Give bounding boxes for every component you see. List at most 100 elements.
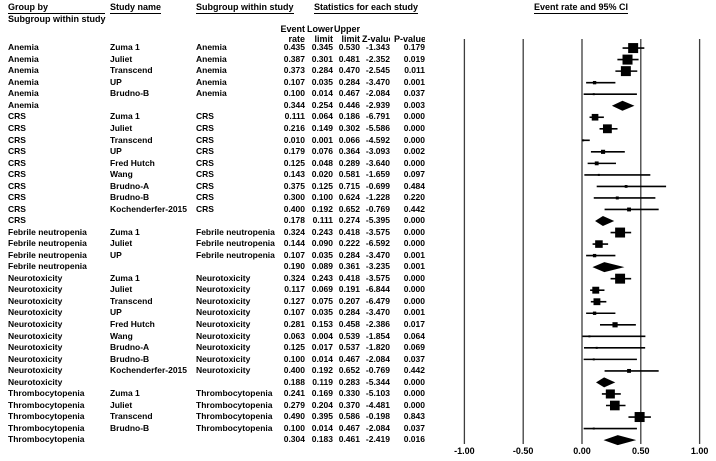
cell-event-rate: 0.127	[283, 295, 305, 306]
stat-subheader-lower: Lower	[307, 24, 333, 34]
cell-event-rate: 0.178	[283, 215, 305, 226]
cell-lower-limit: 0.035	[311, 307, 333, 318]
cell-upper-limit: 0.222	[338, 238, 360, 249]
cell-study: Juliet	[110, 123, 133, 133]
effect-square	[624, 185, 628, 188]
table-row: CRS Brudno-B CRS 0.300 0.100 0.624 -1.228 0.220	[0, 192, 445, 204]
cell-p-value: 0.002	[403, 146, 425, 157]
cell-z-value: -2.939	[365, 99, 390, 110]
table-row: Anemia Juliet Anemia 0.387 0.301 0.481 -2.352 0…	[0, 54, 445, 66]
cell-z-value: -4.592	[365, 134, 390, 145]
cell-lower-limit: 0.119	[312, 376, 333, 387]
cell-study: UP	[110, 146, 122, 157]
summary-diamond	[592, 262, 625, 273]
column-header-study-name: Study name	[110, 2, 162, 14]
cell-study: Kochenderfer-2015	[110, 365, 188, 376]
cell-study: Zuma 1	[110, 42, 140, 53]
cell-event-rate: 0.107	[283, 249, 305, 260]
effect-square	[602, 124, 612, 134]
cell-p-value: 0.001	[403, 249, 425, 260]
cell-study: Fred Hutch	[110, 157, 155, 168]
cell-upper-limit: 0.652	[338, 203, 360, 214]
cell-lower-limit: 0.243	[311, 226, 333, 237]
cell-event-rate: 0.188	[283, 376, 305, 387]
cell-upper-limit: 0.458	[338, 319, 360, 330]
cell-event-rate: 0.279	[283, 399, 305, 410]
cell-group: Febrile neutropenia	[8, 238, 87, 249]
cell-study: Transcend	[110, 295, 153, 306]
cell-p-value: 0.484	[403, 180, 425, 191]
table-row: CRS Wang CRS 0.143 0.020 0.581 -1.659 0.097	[0, 169, 445, 181]
table-row: Anemia UP Anemia 0.107 0.035 0.284 -3.470 0.001	[0, 77, 445, 89]
cell-lower-limit: 0.192	[311, 203, 333, 214]
cell-p-value: 0.000	[403, 111, 425, 122]
cell-event-rate: 0.373	[283, 65, 305, 76]
cell-p-value: 0.001	[403, 76, 425, 87]
cell-z-value: -6.479	[365, 295, 390, 306]
table-row: Febrile neutropenia UP Febrile neutropenia…	[0, 250, 445, 262]
effect-square	[627, 207, 631, 212]
cell-subgroup: CRS	[196, 157, 214, 168]
effect-square	[592, 253, 597, 258]
cell-p-value: 0.000	[403, 284, 425, 295]
cell-p-value: 0.011	[404, 65, 425, 76]
cell-group: CRS	[8, 134, 26, 145]
cell-lower-limit: 0.035	[311, 76, 333, 87]
cell-lower-limit: 0.149	[311, 123, 333, 133]
cell-upper-limit: 0.283	[338, 376, 360, 387]
cell-event-rate: 0.117	[284, 284, 305, 295]
cell-subgroup: Anemia	[196, 76, 227, 87]
cell-study: Brudno-B	[110, 422, 150, 433]
cell-subgroup: CRS	[196, 203, 214, 214]
effect-square	[594, 161, 599, 166]
cell-group: Neurotoxicity	[8, 376, 63, 387]
cell-study: UP	[110, 249, 122, 260]
cell-study: Zuma 1	[110, 226, 140, 237]
cell-event-rate: 0.111	[284, 111, 305, 122]
cell-event-rate: 0.100	[283, 353, 305, 364]
cell-group: CRS	[8, 169, 26, 180]
cell-upper-limit: 0.364	[338, 146, 360, 157]
cell-z-value: -6.791	[365, 111, 390, 122]
cell-group: Thrombocytopenia	[8, 434, 85, 445]
cell-subgroup: Thrombocytopenia	[196, 388, 273, 399]
cell-event-rate: 0.324	[283, 272, 305, 283]
table-row: Thrombocytopenia Transcend Thrombocytopeni…	[0, 411, 445, 423]
summary-row: Febrile neutropenia 0.190 0.089 0.361 -3.235…	[0, 261, 445, 273]
cell-lower-limit: 0.004	[311, 330, 333, 341]
cell-lower-limit: 0.169	[311, 388, 333, 399]
table-row: Febrile neutropenia Juliet Febrile neutrop…	[0, 238, 445, 250]
cell-subgroup: Anemia	[196, 53, 227, 64]
cell-group: Anemia	[8, 76, 39, 87]
cell-study: Juliet	[110, 399, 133, 410]
cell-lower-limit: 0.014	[311, 353, 333, 364]
cell-z-value: -5.586	[365, 123, 390, 133]
cell-upper-limit: 0.289	[338, 157, 360, 168]
cell-p-value: 0.843	[403, 411, 425, 422]
effect-square	[592, 311, 597, 315]
effect-square	[634, 412, 645, 423]
cell-p-value: 0.000	[403, 388, 425, 399]
cell-group: CRS	[8, 192, 26, 203]
table-row: Neurotoxicity Kochenderfer-2015 Neurotoxic…	[0, 365, 445, 377]
cell-group: CRS	[8, 146, 26, 157]
table-row: Neurotoxicity Wang Neurotoxicity 0.063 0.004…	[0, 331, 445, 343]
cell-group: Neurotoxicity	[8, 319, 63, 330]
stat-subheader-z-value: Z-value	[362, 34, 390, 44]
cell-upper-limit: 0.530	[338, 42, 360, 53]
cell-subgroup: Febrile neutropenia	[196, 249, 275, 260]
cell-z-value: -6.592	[365, 238, 390, 249]
effect-square	[588, 335, 591, 338]
cell-study: Juliet	[110, 284, 133, 295]
stat-subheader-lower-limit: limit	[314, 34, 333, 44]
cell-study: Brudno-B	[110, 88, 150, 99]
cell-z-value: -1.659	[365, 169, 390, 180]
cell-event-rate: 0.190	[283, 261, 305, 272]
cell-group: Neurotoxicity	[8, 330, 63, 341]
cell-study: Wang	[110, 330, 133, 341]
cell-study: Transcend	[110, 411, 153, 422]
cell-upper-limit: 0.470	[338, 65, 360, 76]
cell-lower-limit: 0.111	[312, 215, 333, 226]
effect-square	[620, 66, 631, 77]
cell-study: UP	[110, 76, 122, 87]
